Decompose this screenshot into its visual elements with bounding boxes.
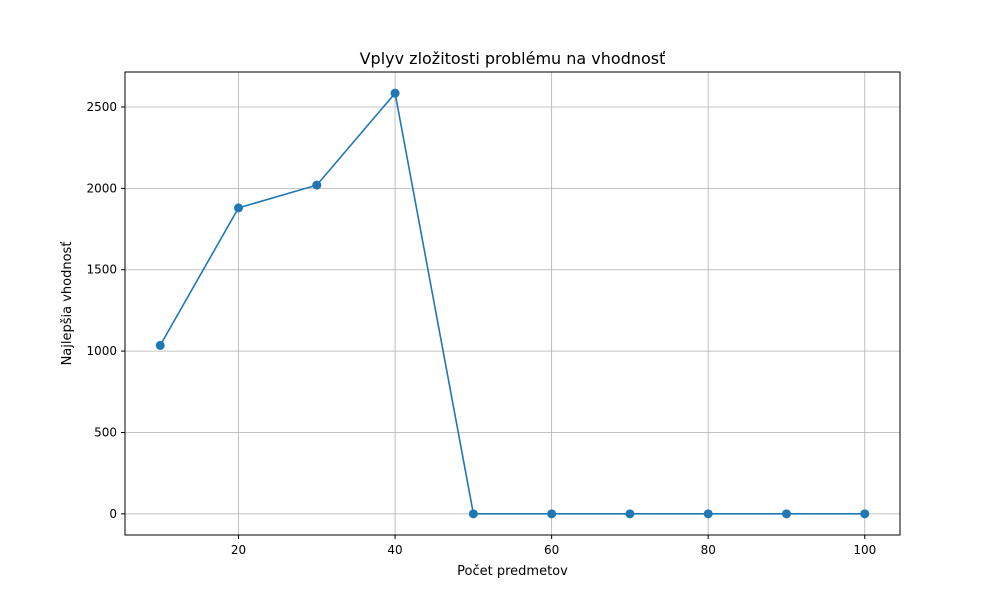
grid-lines: [125, 72, 900, 535]
y-axis-title: Najlepšia vhodnosť: [60, 242, 75, 366]
x-tick-label: 60: [544, 543, 559, 557]
data-point: [234, 203, 244, 213]
chart-title: Vplyv zložitosti problému na vhodnosť: [360, 49, 666, 68]
plot-frame: [124, 71, 901, 536]
y-tick-label: 500: [94, 425, 117, 439]
data-point: [155, 340, 165, 350]
x-axis-title: Počet predmetov: [457, 564, 568, 579]
series-line: [159, 91, 865, 515]
data-point: [547, 509, 557, 519]
data-point: [390, 88, 400, 98]
x-tick-label: 40: [387, 543, 402, 557]
x-axis: 20 40 60 80 100: [231, 535, 876, 557]
y-tick-label: 0: [109, 507, 117, 521]
series-layer: [155, 88, 870, 519]
data-point: [781, 509, 791, 519]
y-tick-label: 1000: [86, 344, 117, 358]
data-point: [625, 509, 635, 519]
y-tick-label: 1500: [86, 263, 117, 277]
data-point: [703, 509, 713, 519]
x-tick-label: 100: [853, 543, 876, 557]
y-tick-label: 2500: [86, 100, 117, 114]
y-tick-label: 2000: [86, 181, 117, 195]
data-point: [860, 509, 870, 519]
x-tick-label: 80: [701, 543, 716, 557]
data-point: [312, 180, 322, 190]
data-point: [468, 509, 478, 519]
y-axis: 0 500 1000 1500 2000 2500: [86, 100, 125, 521]
x-tick-label: 20: [231, 543, 246, 557]
